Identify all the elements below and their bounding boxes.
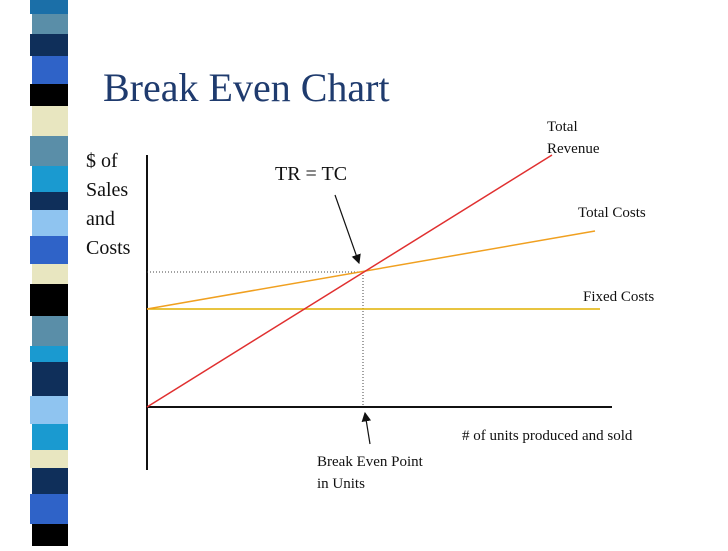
arrow: [361, 411, 372, 445]
annotation: TR = TC: [275, 163, 347, 185]
y-axis-label: $ of: [86, 150, 118, 172]
total-costs-line: [146, 230, 596, 310]
y-axis-label: Costs: [86, 237, 131, 259]
arrow: [334, 194, 361, 265]
y-axis-label: Sales: [86, 179, 128, 201]
x-axis-label: # of units produced and sold: [462, 428, 633, 444]
line-label: Fixed Costs: [583, 289, 654, 305]
annotation: Break Even Point: [317, 454, 424, 470]
line-label: Total Costs: [578, 205, 646, 221]
total-revenue-line: [146, 154, 553, 408]
decor-strip: [30, 0, 68, 546]
title: Break Even Chart: [103, 65, 390, 110]
y-axis-label: and: [86, 208, 115, 230]
line-label: Revenue: [547, 141, 600, 157]
annotation: in Units: [317, 476, 365, 492]
line-label: Total: [547, 119, 578, 135]
